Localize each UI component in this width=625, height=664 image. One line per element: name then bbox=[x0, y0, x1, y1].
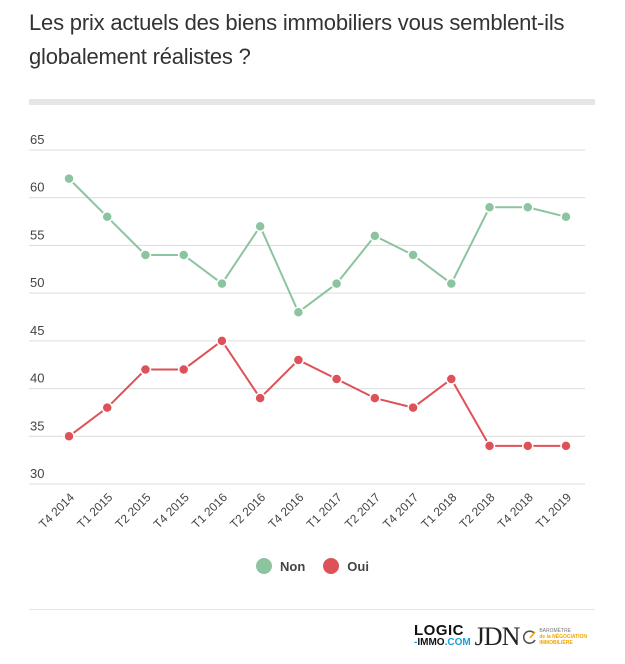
data-point[interactable] bbox=[254, 392, 266, 404]
legend-dot-oui-icon bbox=[323, 558, 340, 574]
data-point[interactable] bbox=[254, 220, 266, 233]
grid bbox=[29, 149, 585, 485]
x-tick-label: T2 2018 bbox=[457, 490, 498, 531]
series-non bbox=[63, 172, 572, 318]
data-point[interactable] bbox=[560, 440, 572, 452]
legend-dot-non-icon bbox=[256, 558, 273, 574]
logic-dash: - bbox=[414, 637, 418, 648]
logic-immo-text: IMMO bbox=[417, 637, 445, 648]
x-tick-label: T2 2015 bbox=[113, 490, 154, 531]
jdn-logo: JDN bbox=[474, 622, 521, 651]
data-point[interactable] bbox=[63, 172, 75, 185]
data-point[interactable] bbox=[101, 211, 113, 223]
series-line bbox=[68, 177, 567, 314]
legend-item-oui[interactable]: Oui bbox=[323, 558, 369, 574]
data-point[interactable] bbox=[330, 373, 343, 385]
chart-title: Les prix actuels des biens immobiliers v… bbox=[29, 10, 565, 69]
data-point[interactable] bbox=[292, 354, 305, 366]
y-tick-label: 40 bbox=[30, 371, 44, 386]
x-tick-label: T4 2015 bbox=[151, 490, 192, 531]
data-point[interactable] bbox=[483, 440, 496, 452]
data-point[interactable] bbox=[369, 230, 381, 242]
x-tick-label: T4 2018 bbox=[495, 490, 536, 531]
x-tick-label: T1 2015 bbox=[74, 490, 115, 531]
baro-line3: IMMOBILIÈRE bbox=[539, 640, 573, 646]
x-tick-label: T2 2016 bbox=[227, 490, 268, 531]
x-tick-label: T4 2016 bbox=[265, 490, 306, 531]
data-point[interactable] bbox=[560, 211, 572, 223]
x-tick-label: T1 2016 bbox=[189, 490, 230, 531]
title-divider bbox=[29, 99, 595, 105]
data-point[interactable] bbox=[330, 277, 343, 290]
data-point[interactable] bbox=[522, 201, 534, 214]
baro-line2: de la NÉGOCIATION bbox=[539, 634, 588, 640]
barometre-logo: BAROMÈTRE de la NÉGOCIATION IMMOBILIÈRE bbox=[523, 628, 587, 646]
y-tick-label: 60 bbox=[30, 180, 44, 195]
data-point[interactable] bbox=[216, 277, 228, 290]
series-oui bbox=[63, 335, 572, 452]
data-point[interactable] bbox=[139, 363, 152, 376]
legend-label: Oui bbox=[347, 558, 369, 574]
y-tick-label: 50 bbox=[30, 275, 44, 290]
y-tick-label: 35 bbox=[30, 418, 44, 433]
y-axis-ticks: 30 35 40 45 50 55 60 65 bbox=[30, 132, 44, 481]
x-tick-label: T1 2017 bbox=[304, 490, 345, 531]
legend-label: Non bbox=[280, 558, 306, 574]
data-point[interactable] bbox=[369, 392, 381, 404]
data-point[interactable] bbox=[177, 249, 190, 261]
data-point[interactable] bbox=[63, 430, 75, 443]
data-point[interactable] bbox=[177, 363, 190, 376]
y-tick-label: 55 bbox=[30, 227, 44, 242]
data-point[interactable] bbox=[292, 306, 305, 318]
logic-com-text: .COM bbox=[444, 637, 471, 648]
data-point[interactable] bbox=[522, 440, 534, 452]
data-point[interactable] bbox=[407, 401, 419, 414]
logos: LOGIC -IMMO.COM JDN BAROMÈTRE de la NÉGO… bbox=[414, 622, 587, 652]
data-point[interactable] bbox=[216, 335, 228, 347]
data-point[interactable] bbox=[407, 249, 419, 261]
x-tick-label: T4 2017 bbox=[380, 490, 421, 531]
data-point[interactable] bbox=[483, 201, 496, 214]
y-tick-label: 30 bbox=[30, 466, 44, 481]
logic-text: LOGIC bbox=[414, 622, 464, 639]
y-tick-label: 45 bbox=[30, 323, 44, 338]
baro-line1: BAROMÈTRE bbox=[539, 628, 572, 634]
series-group bbox=[63, 172, 572, 452]
data-point[interactable] bbox=[101, 401, 113, 414]
series-line bbox=[68, 339, 566, 447]
x-tick-label: T1 2019 bbox=[533, 490, 574, 531]
x-tick-label: T1 2018 bbox=[418, 490, 459, 531]
x-tick-label: T2 2017 bbox=[342, 490, 383, 531]
data-point[interactable] bbox=[139, 249, 152, 261]
logic-immo-logo: LOGIC -IMMO.COM bbox=[414, 622, 471, 649]
legend-item-non[interactable]: Non bbox=[256, 558, 305, 574]
x-tick-label: T4 2014 bbox=[36, 490, 77, 531]
data-point[interactable] bbox=[445, 277, 458, 290]
y-tick-label: 65 bbox=[30, 132, 44, 147]
data-point[interactable] bbox=[445, 373, 458, 385]
legend: Non Oui bbox=[0, 558, 625, 574]
gauge-icon bbox=[523, 630, 537, 644]
footer-divider bbox=[29, 609, 595, 610]
